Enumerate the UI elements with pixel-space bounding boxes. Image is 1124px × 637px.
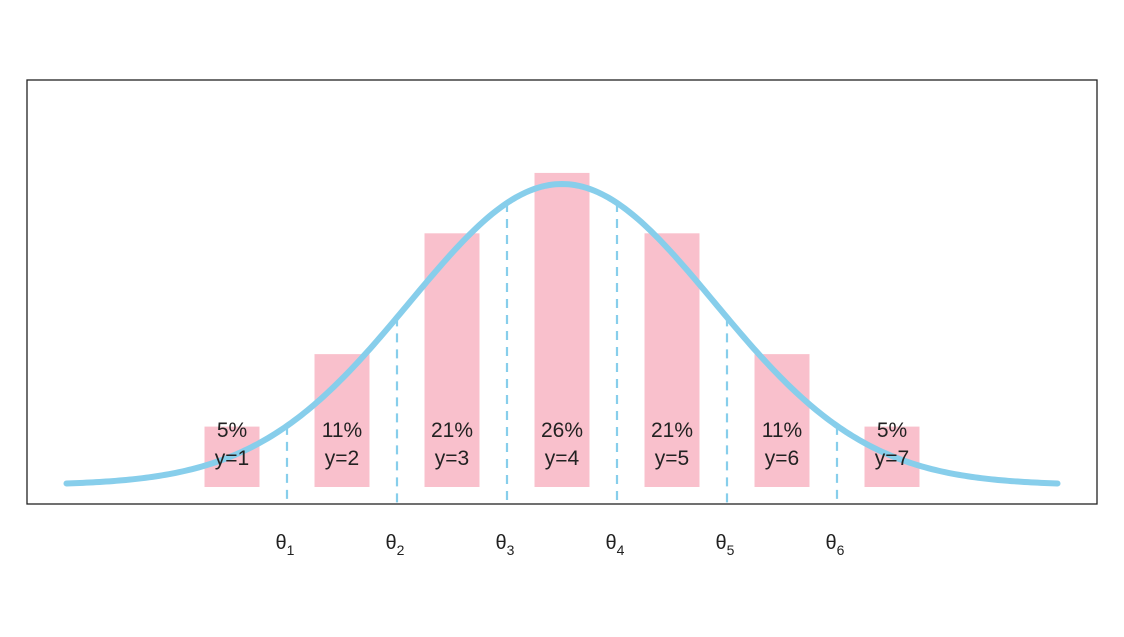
bar-value-label-2: 11% xyxy=(322,419,362,442)
bars-layer xyxy=(204,172,920,488)
threshold-label-3: θ3 xyxy=(496,532,515,558)
bar-category-label-3: y=3 xyxy=(435,447,469,470)
threshold-label-2: θ2 xyxy=(386,532,405,558)
bar-value-label-6: 11% xyxy=(762,419,802,442)
bar-category-label-6: y=6 xyxy=(765,447,799,470)
plot-frame xyxy=(26,79,1098,505)
bar-value-label-5: 21% xyxy=(651,419,693,442)
bar-category-label-4: y=4 xyxy=(545,447,580,470)
bar-category-label-1: y=1 xyxy=(215,447,249,470)
bar-category-label-2: y=2 xyxy=(325,447,359,470)
bar-category-label-7: y=7 xyxy=(875,447,909,470)
threshold-label-6: θ6 xyxy=(826,532,845,558)
threshold-label-4: θ4 xyxy=(606,532,625,558)
bar-value-label-3: 21% xyxy=(431,419,473,442)
bar-value-label-7: 5% xyxy=(877,419,907,442)
threshold-label-5: θ5 xyxy=(716,532,735,558)
bar-value-label-4: 26% xyxy=(541,419,583,442)
bar-labels-layer: 5% y=1 11% y=2 21% y=3 26% y=4 21% y=5 11% y=6 5% y=7 xyxy=(215,419,909,470)
threshold-lines-layer xyxy=(285,202,839,504)
bar-4 xyxy=(534,172,590,488)
bar-category-label-5: y=5 xyxy=(655,447,689,470)
bar-value-label-1: 5% xyxy=(217,419,247,442)
density-curve xyxy=(63,180,1061,487)
threshold-axis-labels: θ1 θ2 θ3 θ4 θ5 θ6 xyxy=(276,532,845,558)
threshold-label-1: θ1 xyxy=(276,532,295,558)
